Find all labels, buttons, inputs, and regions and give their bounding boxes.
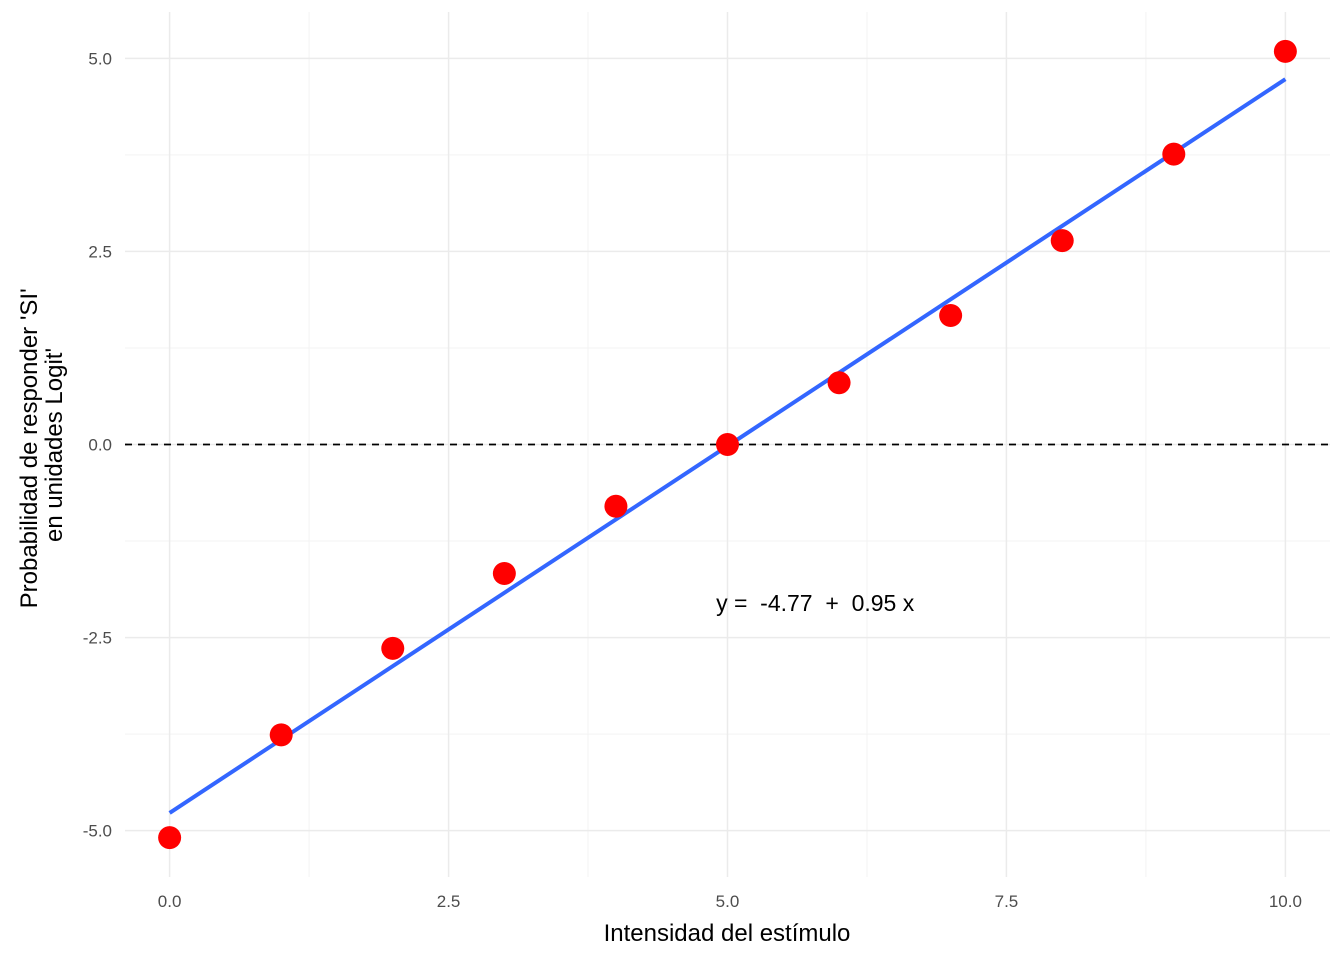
data-point [604, 494, 628, 518]
data-point [716, 433, 739, 456]
x-tick-label: 0.0 [158, 892, 182, 911]
y-tick-label: 5.0 [88, 49, 112, 68]
y-axis-title-line-1: Probabilidad de responder 'SI' [16, 288, 43, 608]
x-axis-title: Intensidad del estímulo [604, 920, 851, 947]
data-points [158, 39, 1297, 850]
data-point [1273, 39, 1297, 63]
y-axis-tick-labels: -5.0 -2.5 0.0 2.5 5.0 [83, 49, 112, 840]
y-tick-label: 2.5 [88, 242, 112, 261]
x-axis-tick-labels: 0.0 2.5 5.0 7.5 10.0 [158, 892, 1302, 911]
data-point [939, 304, 963, 328]
data-point [158, 826, 182, 850]
data-point [827, 371, 851, 395]
data-point [269, 723, 293, 747]
data-point [1162, 142, 1186, 166]
data-point [381, 636, 405, 660]
y-tick-label: 0.0 [88, 436, 112, 455]
y-tick-label: -5.0 [83, 822, 112, 841]
y-axis-title: Probabilidad de responder 'SI' en unidad… [16, 282, 68, 609]
x-tick-label: 7.5 [995, 892, 1019, 911]
regression-equation-label: y = -4.77 + 0.95 x [716, 590, 915, 616]
x-tick-label: 10.0 [1269, 892, 1302, 911]
data-point [492, 561, 516, 585]
data-point [1050, 229, 1074, 253]
x-tick-label: 5.0 [716, 892, 740, 911]
x-tick-label: 2.5 [437, 892, 461, 911]
y-tick-label: -2.5 [83, 629, 112, 648]
y-axis-title-line-2: en unidades Logit' [41, 348, 68, 542]
